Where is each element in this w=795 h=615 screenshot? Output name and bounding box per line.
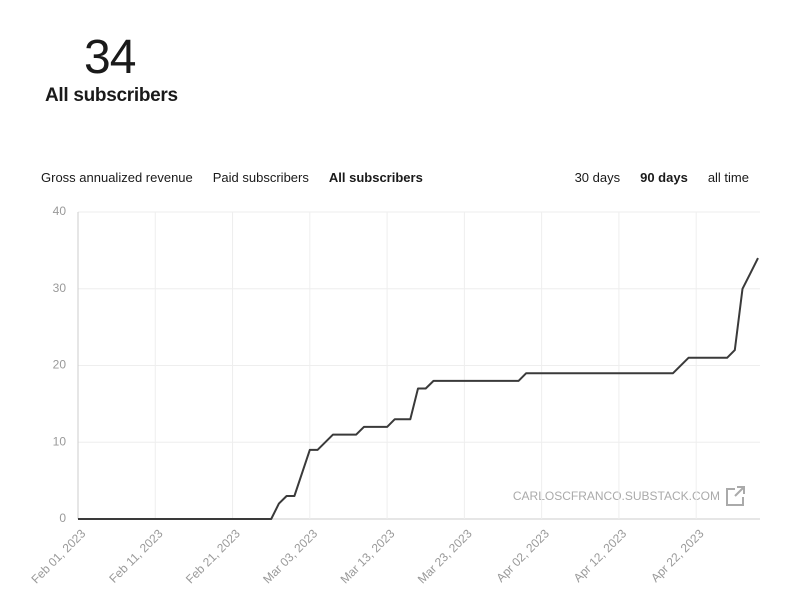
watermark: CARLOSCFRANCO.SUBSTACK.COM [513, 489, 720, 503]
tab[interactable]: 90 days [640, 170, 688, 185]
tab[interactable]: Gross annualized revenue [41, 170, 193, 185]
x-tick-label: Apr 22, 2023 [648, 526, 707, 585]
x-tick-label: Mar 13, 2023 [338, 526, 398, 586]
line [78, 257, 759, 520]
external-link-icon[interactable] [726, 486, 745, 506]
x-tick-label: Apr 12, 2023 [571, 526, 630, 585]
tab[interactable]: all time [707, 170, 749, 185]
y-tick-label: 40 [53, 204, 67, 218]
y-tick-label: 0 [59, 511, 66, 525]
y-tick-label: 10 [53, 434, 67, 448]
x-tick-label: Feb 01, 2023 [28, 526, 88, 586]
tab[interactable]: All subscribers [328, 170, 423, 185]
tab[interactable]: Paid subscribers [212, 170, 309, 185]
metric-tabs: Gross annualized revenue Paid subscribers… [41, 170, 423, 185]
x-tick-label: Apr 02, 2023 [494, 526, 553, 585]
x-tick-label: Feb 21, 2023 [183, 526, 243, 586]
y-tick-label: 30 [53, 281, 67, 295]
count-label: All subscribers [45, 85, 178, 106]
tab[interactable]: 30 days [574, 170, 621, 185]
x-tick-label: Mar 23, 2023 [415, 526, 475, 586]
y-tick-label: 20 [53, 358, 67, 372]
x-tick-label: Feb 11, 2023 [106, 526, 166, 586]
range-tabs: 30 days 90 days all time [575, 170, 749, 185]
x-tick-label: Mar 03, 2023 [260, 526, 320, 586]
subscriber-count: 34 [84, 31, 136, 84]
